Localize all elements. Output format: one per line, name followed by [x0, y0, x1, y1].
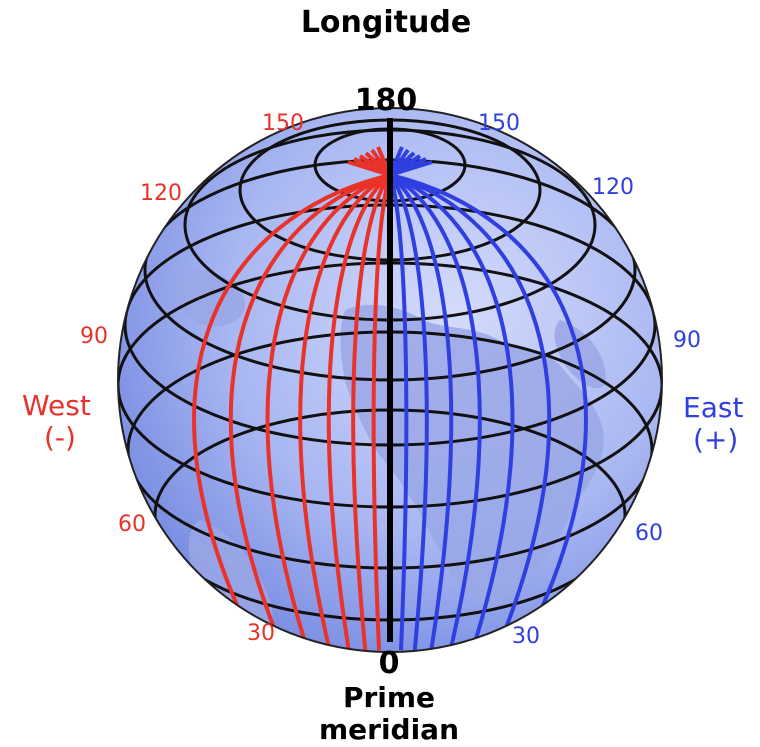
east-meridian-line — [388, 174, 409, 651]
globe — [117, 107, 663, 653]
east-pole-ray — [389, 160, 433, 177]
west-pole-ray — [347, 160, 391, 177]
label-0: 0 — [379, 646, 400, 681]
east-labels: 150 120 90 60 30 East (+) — [478, 111, 743, 649]
east-label: East — [683, 391, 743, 424]
east-meridian-line — [389, 173, 482, 651]
label-180: 180 — [355, 83, 418, 118]
east-meridians — [388, 146, 588, 651]
west-tick-150: 150 — [262, 111, 304, 136]
west-meridian-line — [192, 173, 391, 651]
east-tick-90: 90 — [673, 328, 701, 353]
east-sign: (+) — [693, 423, 738, 456]
west-meridian-line — [298, 173, 391, 651]
west-tick-120: 120 — [140, 181, 182, 206]
east-tick-30: 30 — [512, 624, 540, 649]
east-meridian-line — [388, 173, 454, 651]
west-meridian-line — [351, 173, 392, 651]
east-tick-120: 120 — [592, 175, 634, 200]
east-meridian-line — [389, 173, 552, 651]
west-tick-60: 60 — [118, 512, 146, 537]
diagram-title: Longitude — [301, 5, 471, 40]
west-label: West — [22, 389, 91, 422]
east-tick-60: 60 — [635, 521, 663, 546]
prime-meridian-label-line2: meridian — [319, 713, 459, 746]
east-meridian-line — [388, 173, 429, 651]
west-meridian-line — [371, 174, 392, 651]
west-sign: (-) — [44, 421, 76, 454]
east-meridian-line — [389, 173, 515, 651]
west-meridian-line — [265, 173, 391, 651]
west-meridian-line — [228, 173, 391, 651]
west-meridian-line — [326, 173, 392, 651]
east-meridian-line — [389, 173, 588, 651]
west-meridians — [192, 146, 392, 651]
west-tick-90: 90 — [80, 324, 108, 349]
west-labels: 150 120 90 60 30 West (-) — [22, 111, 304, 646]
prime-meridian-label-line1: Prime — [343, 681, 435, 714]
east-tick-150: 150 — [478, 111, 520, 136]
west-tick-30: 30 — [247, 621, 275, 646]
